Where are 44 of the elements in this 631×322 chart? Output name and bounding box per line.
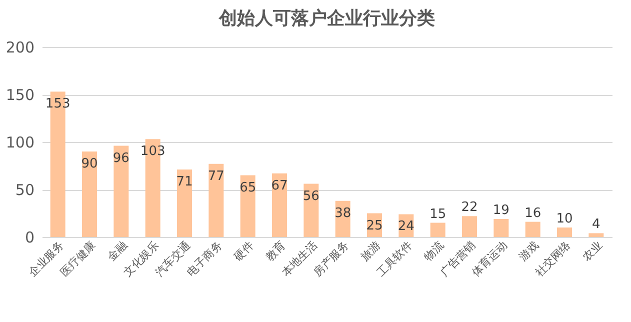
bar [114,146,129,237]
chart-title: 创始人可落户企业行业分类 [218,8,435,29]
data-label: 90 [81,156,98,172]
y-tick-label: 50 [15,181,34,199]
data-label: 153 [45,96,70,112]
bar [462,216,477,237]
data-label: 22 [461,200,478,216]
x-tick-label: 旅游 [358,238,383,264]
x-tick-label: 物流 [422,238,446,264]
data-label: 77 [208,168,224,184]
bar [304,184,319,237]
data-label: 4 [592,217,600,232]
y-tick-label: 150 [6,86,34,104]
bar [240,175,256,237]
data-label: 25 [366,218,383,234]
bar [557,228,572,237]
bar [177,170,192,237]
bar [82,152,97,237]
y-tick-label: 200 [6,38,34,56]
data-label: 67 [271,178,288,194]
x-tick-label: 教育 [263,238,288,264]
y-tick-label: 100 [6,134,34,152]
data-label: 15 [430,206,446,222]
data-label: 16 [524,206,542,221]
bar [208,164,224,237]
x-tick-label: 金融 [104,238,130,264]
bar [588,233,604,237]
data-label: 65 [240,180,256,196]
bar [494,218,509,237]
data-label: 10 [556,212,573,226]
y-tick-label: 0 [24,228,34,246]
x-tick-label: 游戏 [516,238,542,264]
bar [430,222,446,237]
bar [525,222,540,237]
x-tick-label: 硬件 [232,238,256,264]
data-label: 96 [112,150,130,166]
data-label: 24 [398,219,414,234]
data-label: 19 [492,202,510,218]
data-label: 71 [176,174,193,190]
data-label: 38 [334,206,352,221]
x-tick-label: 农业 [580,238,605,264]
bar [272,173,287,237]
data-label: 103 [140,144,166,160]
data-label: 56 [302,188,320,204]
